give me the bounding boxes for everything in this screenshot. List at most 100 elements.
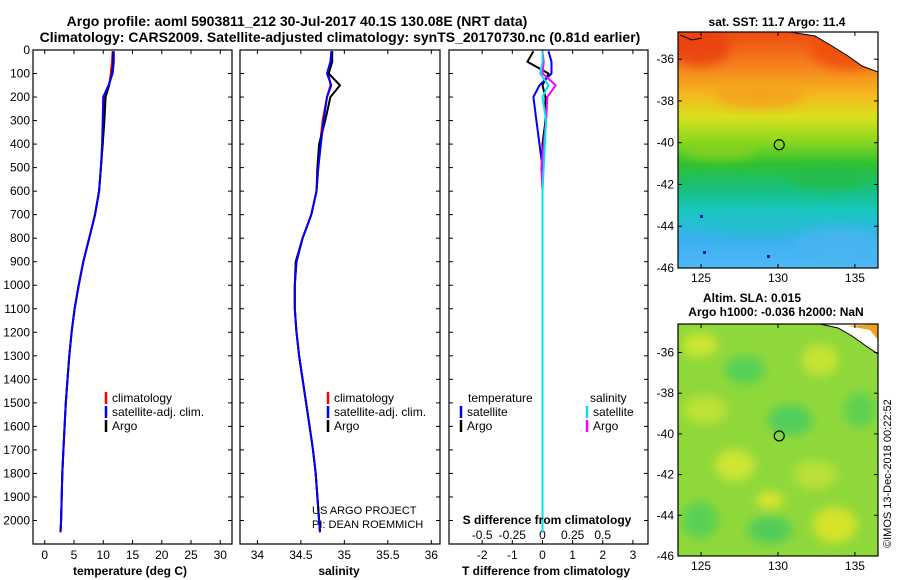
series-line-s-satellite — [539, 51, 550, 533]
lat-tick-label: -38 — [657, 386, 675, 400]
x-tick-label: 25 — [184, 548, 198, 562]
x-tick-label: 35.5 — [376, 548, 400, 562]
sst-cold-pixel — [767, 255, 770, 258]
sst-cool-patch — [795, 227, 878, 263]
lat-tick-label: -36 — [657, 52, 675, 66]
series-line-satellite — [59, 51, 115, 533]
temperature-axis-ticks: 0 5 10 15 20 25 30 — [41, 50, 227, 562]
depth-tick-label: 500 — [10, 161, 30, 175]
coastline — [789, 32, 878, 73]
depth-tick-label: 1800 — [3, 466, 30, 480]
salinity-panel: 34 34.5 35 35.5 36 salinity climatology sate… — [239, 49, 441, 578]
legend-label-t-argo: Argo — [467, 419, 493, 433]
temperature-legend: climatology satellite-adj. clim. Argo — [104, 391, 204, 433]
figure-title-line2: Climatology: CARS2009. Satellite-adjuste… — [40, 29, 641, 45]
depth-tick-label: 400 — [10, 137, 30, 151]
argo-float-location-marker — [773, 139, 785, 151]
depth-tick-label: 1900 — [3, 490, 30, 504]
sla-map-ticks: 125 130 135 -36 -38 -40 -42 -44 -46 — [657, 324, 878, 573]
sla-coastal-patch — [848, 324, 878, 340]
difference-legend: temperature satellite Argo salinity sate… — [459, 391, 634, 433]
sla-low-patch — [768, 405, 812, 435]
depth-tick-label: 1400 — [3, 372, 30, 386]
s-difference-xlabel: S difference from climatology — [463, 513, 632, 527]
x-tick-label: 3 — [630, 548, 637, 562]
legend-label-argo: Argo — [334, 419, 360, 433]
x-tick-label: 0 — [539, 548, 546, 562]
depth-tick-label: 800 — [10, 231, 30, 245]
s-diff-tick-label: 0.25 — [561, 528, 585, 542]
x-tick-label: 1 — [569, 548, 576, 562]
coastline — [679, 34, 703, 41]
coastline-land — [790, 32, 878, 72]
lat-tick-label: -40 — [657, 427, 675, 441]
sst-warm-patch — [678, 32, 730, 66]
temperature-panel: 0100200300400500600700800900100011001200… — [3, 43, 233, 578]
x-tick-label: 5 — [71, 548, 78, 562]
credit-pi: PI: DEAN ROEMMICH — [312, 519, 423, 531]
lat-tick-label: -46 — [657, 549, 675, 563]
series-line-satellite — [293, 51, 333, 533]
x-tick-label: 34.5 — [289, 548, 313, 562]
difference-panel: -2 -1 0 1 2 3 -0.5 -0.25 0 0.25 0.5 T difference … — [448, 49, 649, 578]
x-tick-label: 35 — [338, 548, 352, 562]
sla-high-patch — [802, 344, 838, 376]
legend-title-salinity: salinity — [590, 391, 627, 405]
depth-tick-label: 600 — [10, 184, 30, 198]
salinity-depth-ticks — [240, 49, 440, 521]
x-tick-label: 0 — [41, 548, 48, 562]
difference-axes-frame — [448, 49, 649, 545]
s-diff-tick-label: -0.25 — [499, 528, 527, 542]
depth-tick-label: 1500 — [3, 396, 30, 410]
s-difference-axis-ticks: -0.5 -0.25 0 0.25 0.5 — [472, 528, 612, 542]
difference-series — [526, 50, 557, 533]
depth-tick-label: 1000 — [3, 278, 30, 292]
sla-high-patch — [756, 492, 784, 508]
x-tick-label: 30 — [214, 548, 228, 562]
salinity-series — [293, 51, 341, 533]
legend-label-climatology: climatology — [112, 391, 172, 405]
depth-tick-label: 1200 — [3, 325, 30, 339]
figure-title-line1: Argo profile: aoml 5903811_212 30-Jul-20… — [67, 13, 528, 29]
depth-tick-label: 1600 — [3, 419, 30, 433]
sst-map-title: sat. SST: 11.7 Argo: 11.4 — [709, 15, 846, 29]
legend-label-satellite: satellite-adj. clim. — [112, 405, 204, 419]
salinity-axis-ticks: 34 34.5 35 35.5 36 — [251, 50, 438, 562]
credit-project: US ARGO PROJECT — [312, 505, 417, 517]
sst-cool-patch — [710, 208, 810, 236]
sst-map-ticks: 125 130 135 -36 -38 -40 -42 -44 -46 — [657, 32, 878, 285]
series-line-argo — [59, 51, 115, 533]
sst-mid-patch — [685, 140, 755, 160]
sla-high-patch — [682, 333, 718, 357]
sla-map-title: Altim. SLA: 0.015 — [703, 291, 801, 305]
lat-tick-label: -42 — [657, 177, 675, 191]
temperature-xlabel: temperature (deg C) — [73, 564, 187, 578]
t-difference-xlabel: T difference from climatology — [462, 564, 630, 578]
sst-cold-pixel — [703, 251, 706, 254]
sla-low-patch — [725, 356, 765, 384]
sst-warm-patch — [715, 81, 805, 109]
sla-low-patch — [844, 392, 876, 428]
depth-tick-label: 700 — [10, 208, 30, 222]
sla-map-field — [678, 324, 878, 556]
sla-high-patch — [813, 507, 857, 543]
legend-label-s-argo: Argo — [593, 419, 619, 433]
coastline — [819, 324, 878, 355]
depth-axis-ticks: 0 100 200 300 400 500 600 700 800 900 1000 1100 1200… — [3, 43, 232, 527]
x-tick-label: 2 — [599, 548, 606, 562]
depth-tick-label: 2000 — [3, 513, 30, 527]
depth-tick-label: 1700 — [3, 443, 30, 457]
s-diff-tick-label: 0 — [539, 528, 546, 542]
series-line-argo — [293, 51, 341, 533]
depth-tick-label: 0 — [23, 43, 30, 57]
legend-label-satellite: satellite-adj. clim. — [334, 405, 426, 419]
sla-map-panel: Altim. SLA: 0.015 Argo h1000: -0.036 h20… — [657, 291, 894, 573]
x-tick-label: 34 — [251, 548, 265, 562]
lon-tick-label: 130 — [768, 559, 788, 573]
lon-tick-label: 135 — [845, 271, 865, 285]
salinity-xlabel: salinity — [318, 564, 360, 578]
legend-label-climatology: climatology — [334, 391, 394, 405]
temperature-series — [59, 51, 115, 533]
argo-float-location-marker — [773, 430, 785, 442]
